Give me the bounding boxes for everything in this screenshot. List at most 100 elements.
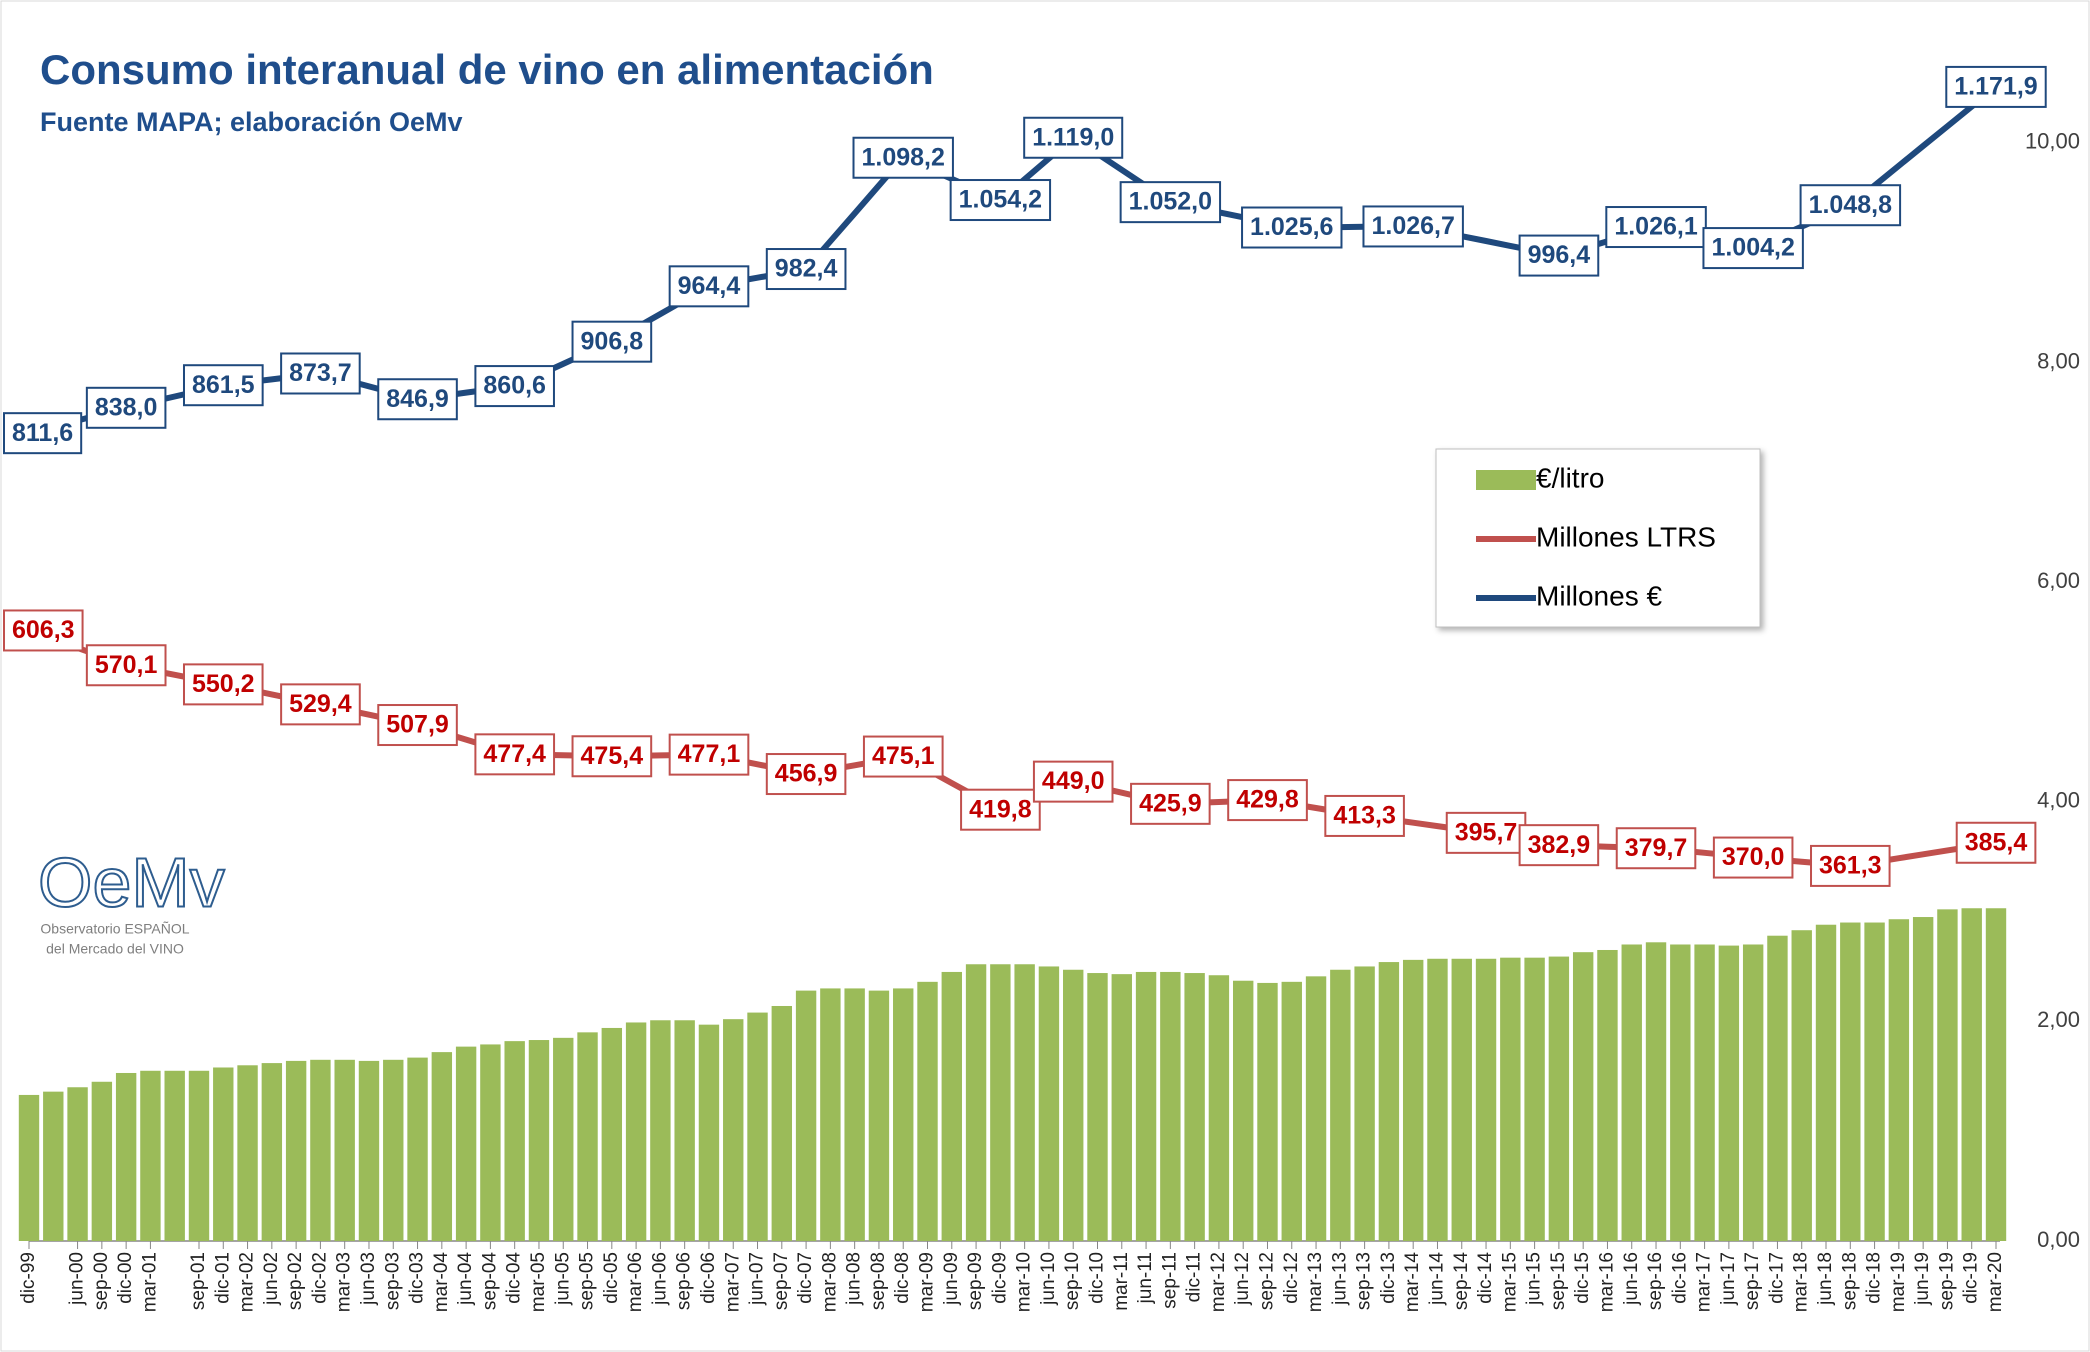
x-tick-label: jun-02	[261, 1252, 282, 1306]
x-tick-label: jun-04	[455, 1252, 476, 1306]
label-box	[377, 378, 458, 421]
x-tick-label: mar-18	[1791, 1252, 1812, 1312]
label-box	[1032, 760, 1114, 803]
x-tick-label: sep-00	[91, 1252, 112, 1310]
data-label-text: 606,3	[12, 616, 75, 644]
bar	[1694, 944, 1715, 1241]
x-tick-label: sep-01	[188, 1252, 209, 1310]
data-label-text: 477,1	[678, 740, 741, 768]
bar	[965, 964, 987, 1241]
data-label: 419,8	[960, 788, 1041, 831]
x-tick-label: dic-04	[504, 1252, 525, 1304]
x-tick-label: jun-19	[1912, 1252, 1933, 1306]
bar	[140, 1070, 161, 1241]
bar	[480, 1044, 501, 1241]
label-box	[1810, 844, 1891, 887]
data-label: 456,9	[765, 753, 847, 796]
bar	[1840, 922, 1861, 1241]
data-label-text: 385,4	[1965, 828, 2028, 856]
label-box	[1518, 234, 1600, 277]
data-label: 385,4	[1955, 821, 2037, 864]
label-box	[1702, 227, 1804, 270]
data-label-text: 425,9	[1139, 789, 1202, 817]
x-tick-label: mar-16	[1596, 1252, 1617, 1312]
x-tick-label: mar-02	[237, 1252, 258, 1312]
label-box	[1799, 184, 1902, 227]
x-tick-label: dic-08	[892, 1252, 913, 1304]
bar	[771, 1005, 793, 1241]
data-label: 1.052,0	[1119, 181, 1222, 224]
bar	[941, 971, 962, 1241]
bar	[18, 1094, 40, 1241]
data-label: 477,1	[668, 733, 750, 776]
bar	[1257, 982, 1278, 1241]
bar	[601, 1027, 623, 1241]
label-box	[668, 265, 750, 308]
x-tick-label: jun-16	[1621, 1252, 1642, 1306]
data-label-text: 906,8	[581, 327, 644, 355]
bar	[528, 1040, 550, 1241]
x-tick-label: sep-06	[674, 1252, 695, 1310]
bar	[1815, 924, 1837, 1241]
legend-label: €/litro	[1536, 462, 1604, 493]
data-label-text: 382,9	[1528, 831, 1591, 859]
data-label: 906,8	[571, 320, 653, 363]
x-tick-label: jun-17	[1718, 1252, 1739, 1306]
label-box	[474, 365, 555, 408]
data-label: 811,6	[3, 412, 83, 455]
label-box	[571, 735, 653, 778]
bar	[1232, 980, 1254, 1241]
x-tick-label: dic-06	[698, 1252, 719, 1304]
bar	[455, 1046, 477, 1241]
bar	[795, 990, 817, 1241]
data-label-text: 1.026,7	[1371, 212, 1454, 240]
y-tick-label: 4,00	[2037, 788, 2080, 813]
data-label-text: 1.004,2	[1711, 234, 1794, 262]
x-tick-label: dic-11	[1184, 1252, 1205, 1302]
bar	[1063, 969, 1084, 1241]
x-tick-label: mar-01	[139, 1252, 160, 1312]
chart-title: Consumo interanual de vino en alimentaci…	[40, 46, 934, 93]
label-box	[862, 735, 944, 778]
x-tick-label: mar-05	[528, 1252, 549, 1312]
bar	[553, 1037, 574, 1241]
y-tick-label: 6,00	[2037, 568, 2080, 593]
data-label-text: 1.119,0	[1032, 123, 1114, 151]
x-tick-label: sep-18	[1839, 1252, 1860, 1310]
data-label: 964,4	[668, 265, 750, 308]
bar	[310, 1059, 331, 1241]
x-tick-label: dic-99	[18, 1252, 39, 1304]
data-label-text: 475,4	[581, 742, 644, 770]
data-label: 379,7	[1615, 827, 1697, 870]
bar	[1524, 957, 1545, 1241]
x-tick-label: mar-03	[334, 1252, 355, 1312]
label-box	[182, 663, 264, 706]
label-box	[949, 179, 1052, 222]
data-label-text: 996,4	[1528, 241, 1591, 269]
data-label-text: 1.025,6	[1250, 213, 1333, 241]
data-label-text: 964,4	[678, 272, 741, 300]
x-tick-label: jun-08	[844, 1252, 865, 1306]
data-label-text: 419,8	[969, 795, 1032, 823]
y-tick-label: 2,00	[2037, 1007, 2080, 1032]
legend: €/litro Millones LTRS Millones €	[1435, 448, 1761, 628]
bar	[868, 990, 890, 1241]
data-label-text: 811,6	[12, 419, 73, 447]
x-tick-label: dic-05	[601, 1252, 622, 1304]
data-label-text: 456,9	[775, 760, 838, 788]
bar	[893, 988, 914, 1241]
label-box	[280, 352, 361, 395]
data-label: 1.026,7	[1362, 205, 1464, 248]
data-label-text: 1.098,2	[862, 143, 945, 171]
bar	[747, 1012, 768, 1241]
data-label-text: 379,7	[1625, 834, 1688, 862]
data-label-text: 361,3	[1819, 852, 1882, 880]
bar	[577, 1032, 598, 1241]
x-tick-label: mar-10	[1014, 1252, 1035, 1312]
bar	[1621, 944, 1642, 1241]
bar	[91, 1081, 113, 1241]
data-label: 1.048,8	[1799, 184, 1902, 227]
x-tick-label: sep-14	[1451, 1252, 1472, 1311]
label-box	[3, 412, 83, 455]
